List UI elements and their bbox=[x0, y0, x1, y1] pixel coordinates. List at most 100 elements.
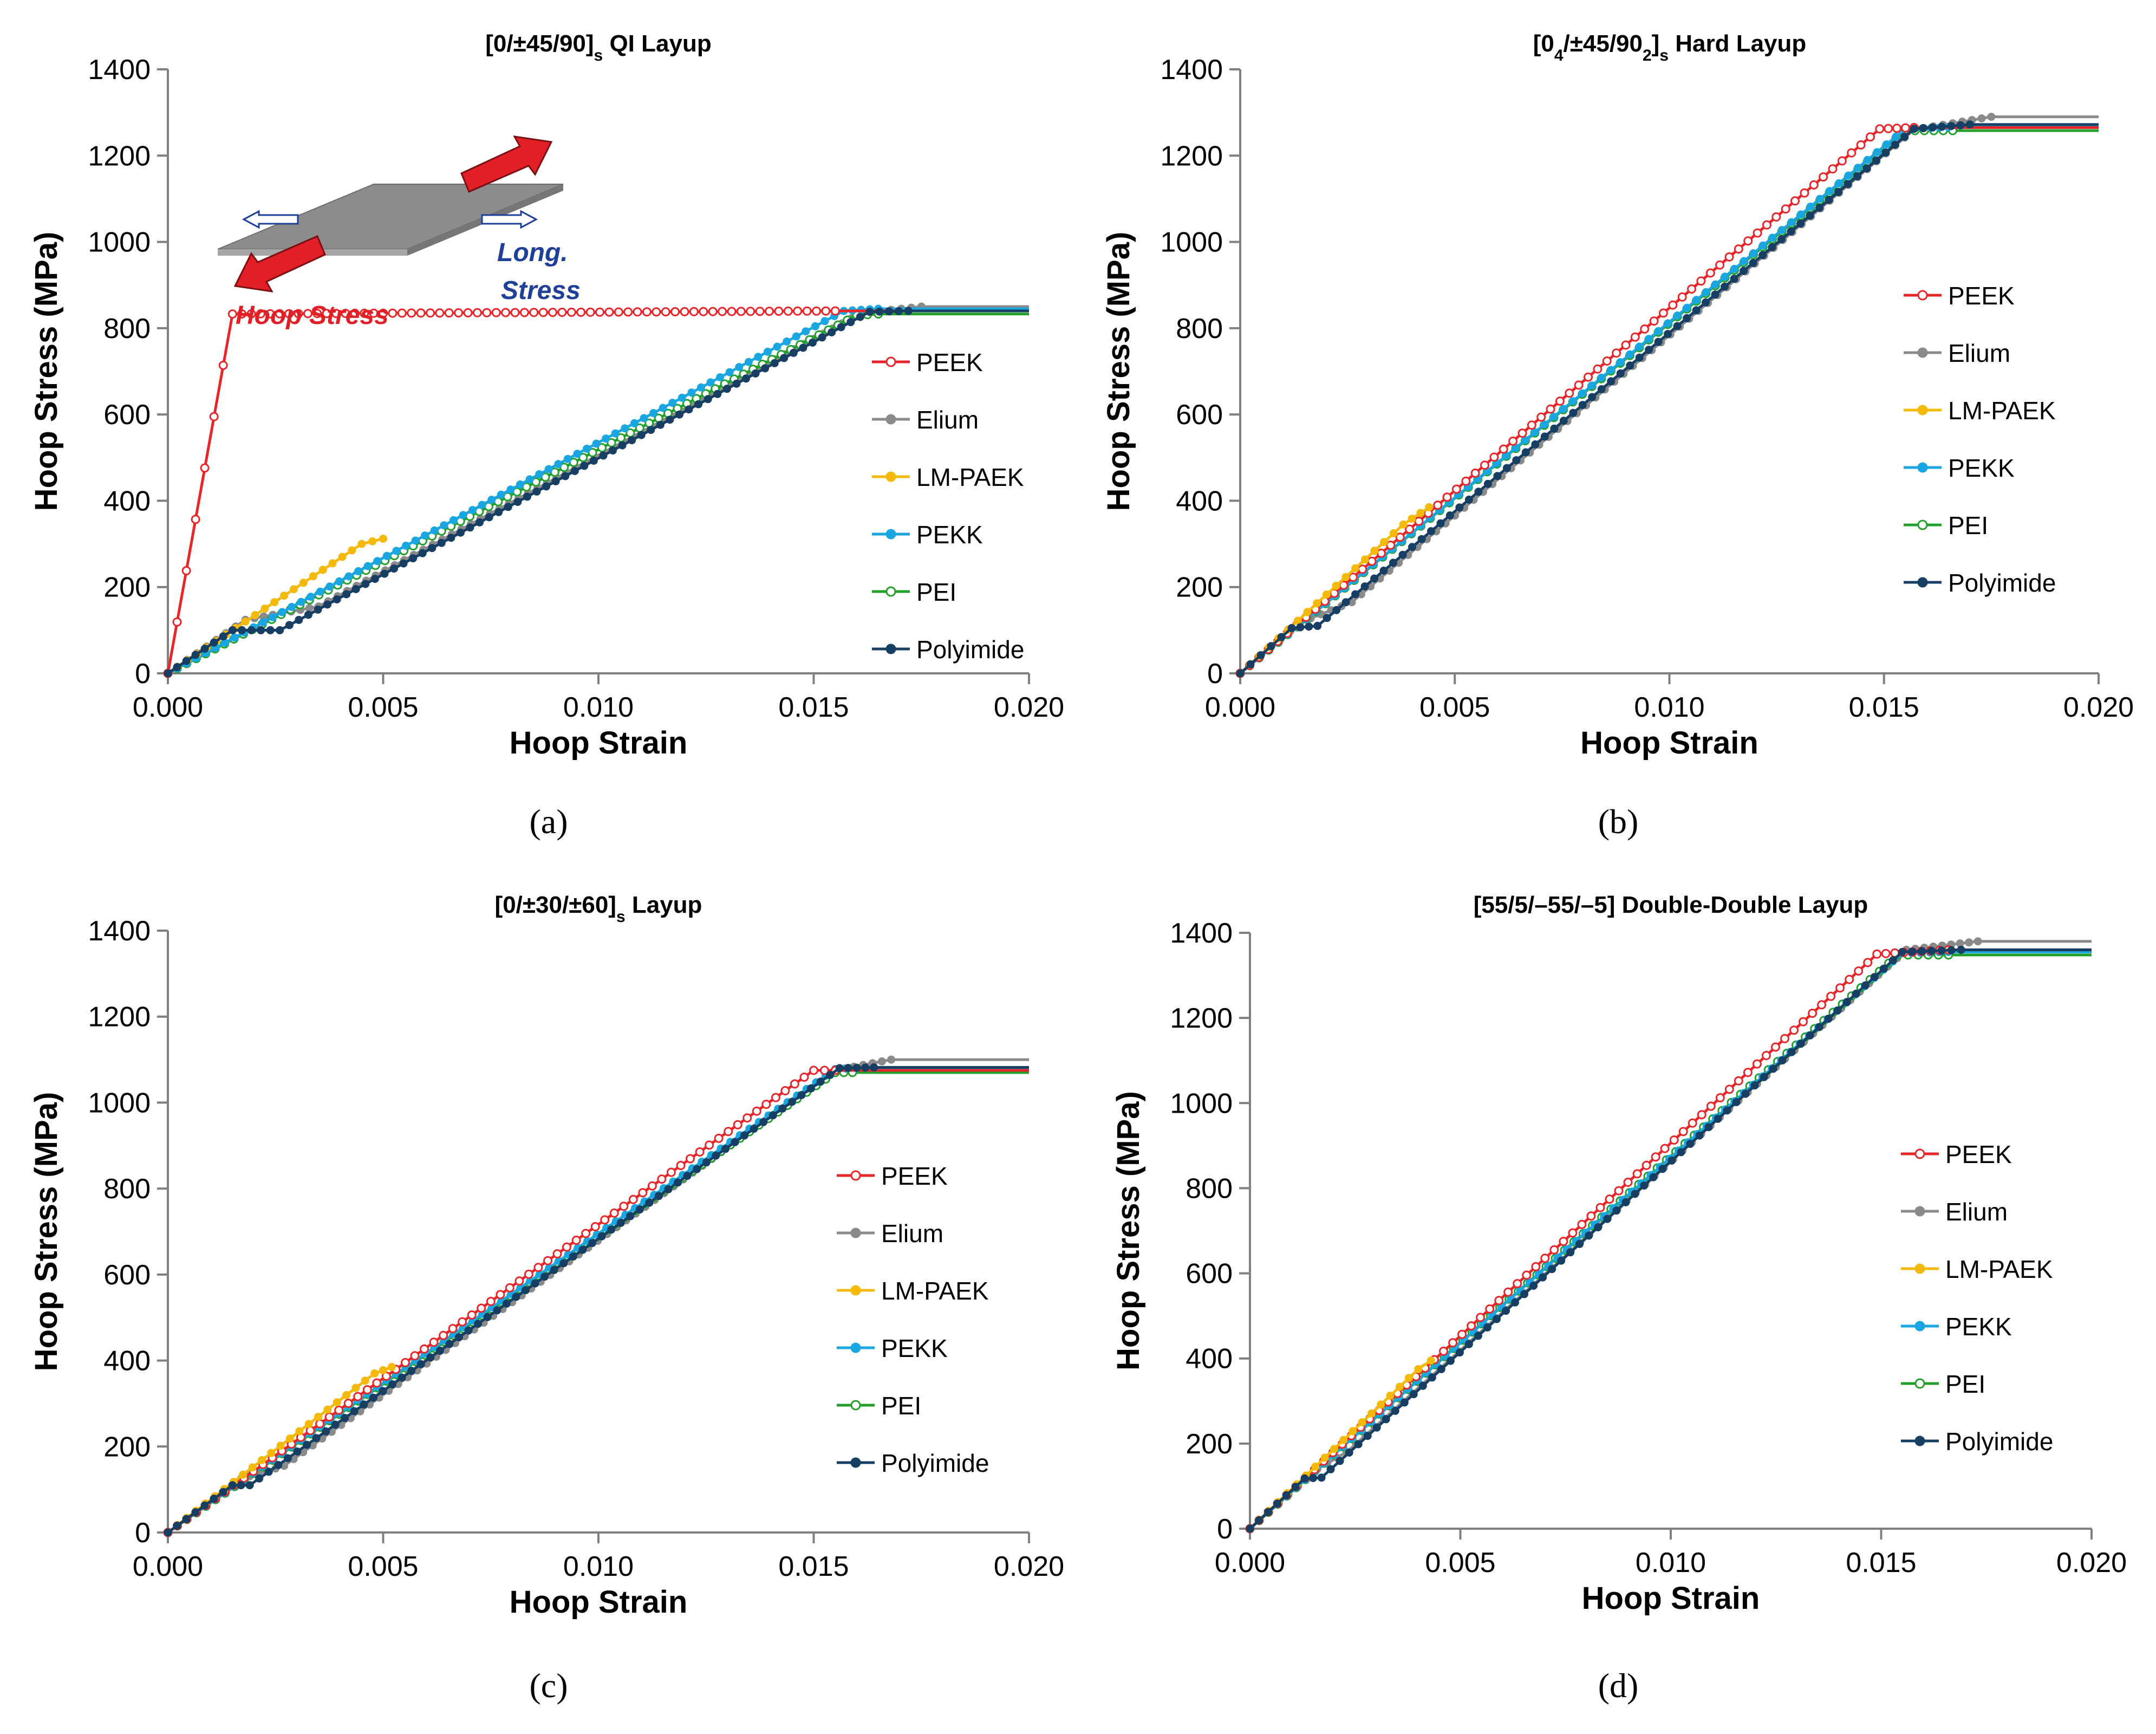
data-point bbox=[597, 443, 607, 452]
data-point bbox=[370, 575, 379, 583]
data-point bbox=[1863, 155, 1872, 164]
data-point bbox=[1427, 527, 1435, 536]
data-point bbox=[1881, 148, 1890, 157]
data-point bbox=[1616, 358, 1625, 367]
data-point bbox=[379, 1387, 387, 1395]
data-point bbox=[1987, 113, 1996, 121]
data-point bbox=[590, 1222, 600, 1231]
data-point bbox=[382, 551, 391, 560]
legend-label-lm-paek: LM-PAEK bbox=[881, 1277, 989, 1305]
data-point bbox=[361, 580, 370, 588]
y-tick-label: 600 bbox=[103, 399, 151, 431]
data-point bbox=[1398, 550, 1407, 559]
legend-marker bbox=[885, 471, 896, 482]
data-point bbox=[1405, 1374, 1413, 1382]
legend-label-pei: PEI bbox=[1948, 511, 1988, 540]
data-point bbox=[1752, 1059, 1762, 1069]
chart-title-text: Layup bbox=[626, 892, 702, 918]
data-point bbox=[293, 1447, 302, 1456]
data-point bbox=[1630, 332, 1640, 342]
data-point bbox=[637, 431, 646, 439]
data-point bbox=[210, 1495, 218, 1503]
data-point bbox=[1267, 642, 1275, 651]
data-point bbox=[295, 615, 303, 624]
series-peek bbox=[163, 1066, 1029, 1537]
legend-label-lm-paek: LM-PAEK bbox=[1945, 1255, 2053, 1283]
y-tick-label: 800 bbox=[1176, 313, 1223, 345]
data-point bbox=[1929, 123, 1937, 132]
data-point bbox=[1489, 452, 1499, 462]
panel-label-c: (c) bbox=[529, 1666, 568, 1705]
long-arrow-left bbox=[242, 210, 299, 229]
data-point bbox=[809, 1066, 818, 1075]
data-point bbox=[181, 566, 191, 575]
data-point bbox=[828, 328, 836, 336]
data-point bbox=[1467, 1321, 1476, 1331]
data-point bbox=[708, 307, 718, 316]
data-point bbox=[1474, 488, 1483, 496]
legend-marker bbox=[885, 586, 896, 597]
data-point bbox=[1448, 1338, 1458, 1348]
data-point bbox=[1947, 122, 1956, 131]
data-point bbox=[369, 1393, 377, 1402]
data-point bbox=[1957, 945, 1965, 954]
data-point bbox=[1626, 350, 1634, 359]
legend-marker bbox=[850, 1400, 861, 1411]
data-point bbox=[1749, 259, 1757, 267]
data-point bbox=[1499, 444, 1508, 454]
data-point bbox=[544, 465, 553, 473]
data-point bbox=[657, 1174, 667, 1184]
data-point bbox=[1370, 547, 1379, 555]
data-point bbox=[630, 419, 639, 427]
data-point bbox=[768, 1111, 777, 1120]
data-point bbox=[426, 1353, 435, 1362]
data-point bbox=[654, 1192, 663, 1200]
data-point bbox=[585, 307, 595, 317]
data-point bbox=[1574, 380, 1584, 390]
data-point bbox=[1399, 520, 1408, 529]
data-point bbox=[1575, 1239, 1584, 1248]
data-point bbox=[397, 308, 407, 318]
data-point bbox=[299, 579, 308, 587]
data-point bbox=[733, 1120, 742, 1129]
legend: PEEK Elium LM-PAEK PEKK PEI Polyimide bbox=[837, 1162, 989, 1477]
data-point bbox=[388, 308, 398, 318]
data-point bbox=[752, 1106, 761, 1116]
data-point bbox=[904, 307, 913, 315]
data-point bbox=[1965, 938, 1973, 947]
data-point bbox=[724, 1127, 733, 1136]
data-point bbox=[370, 1369, 379, 1378]
x-tick-label: 0.015 bbox=[1849, 692, 1919, 723]
data-point bbox=[1559, 1237, 1568, 1246]
data-point bbox=[802, 306, 812, 316]
data-point bbox=[1520, 1290, 1528, 1298]
data-point bbox=[685, 405, 693, 414]
data-point bbox=[1730, 275, 1738, 283]
data-point bbox=[1446, 1356, 1455, 1365]
data-point bbox=[1416, 509, 1425, 517]
data-point bbox=[1734, 244, 1743, 254]
data-point bbox=[774, 307, 784, 316]
data-point bbox=[343, 1399, 353, 1408]
data-point bbox=[1540, 432, 1549, 441]
data-point bbox=[513, 497, 522, 506]
data-point bbox=[789, 348, 798, 357]
data-point bbox=[350, 308, 360, 318]
data-point bbox=[228, 626, 237, 634]
data-point bbox=[447, 534, 455, 542]
y-tick-label: 800 bbox=[1186, 1173, 1233, 1204]
y-tick-label: 400 bbox=[103, 1346, 151, 1377]
data-point bbox=[1651, 1152, 1660, 1162]
data-point bbox=[619, 1202, 629, 1211]
data-point bbox=[614, 307, 623, 317]
data-point bbox=[736, 307, 746, 316]
x-tick-label: 0.010 bbox=[1634, 692, 1704, 723]
y-tick-label: 1400 bbox=[88, 54, 151, 86]
legend-marker bbox=[850, 1457, 861, 1468]
panel-label-b: (b) bbox=[1598, 802, 1639, 841]
data-point bbox=[448, 1324, 458, 1334]
legend-label-pekk: PEKK bbox=[1945, 1313, 2012, 1341]
data-point bbox=[524, 1269, 533, 1279]
data-point bbox=[1854, 966, 1864, 976]
x-tick-label: 0.015 bbox=[1846, 1547, 1916, 1579]
